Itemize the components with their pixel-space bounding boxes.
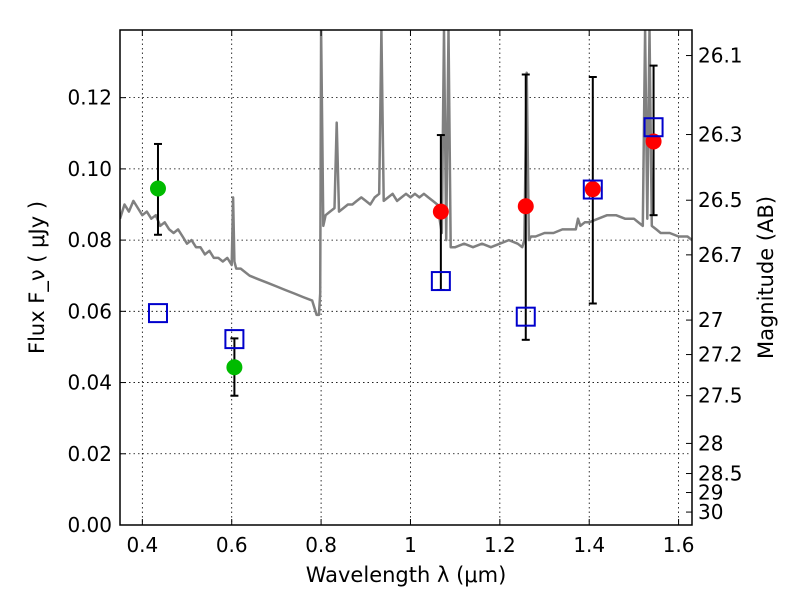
data-point-square — [515, 306, 536, 327]
y2-tick-label: 26.7 — [698, 243, 743, 267]
plot-frame — [119, 29, 693, 526]
x-tick-label: 1.2 — [484, 533, 516, 557]
x-tick-label: 0.6 — [216, 533, 248, 557]
y-tick-label: 0.00 — [67, 513, 112, 537]
y-tick-label: 0.10 — [67, 157, 112, 181]
data-points — [147, 64, 664, 397]
model-spectrum — [120, 30, 692, 317]
grid-lines — [120, 30, 692, 526]
axis-ticks: 0.4 0.6 0.8 1 1.2 1.4 1.6 0.00 0.02 0.04 0.06 0.08 0… — [67, 30, 743, 557]
y-tick-label: 0.12 — [67, 86, 112, 110]
x-tick-label: 0.4 — [126, 533, 158, 557]
y-tick-label: 0.08 — [67, 228, 112, 252]
data-point-square — [582, 179, 603, 200]
y2-tick-label: 30 — [698, 500, 723, 524]
y2-tick-label: 28 — [698, 431, 723, 455]
y-tick-label: 0.04 — [67, 371, 112, 395]
y2-tick-label: 27.5 — [698, 384, 743, 408]
spectrum-line — [120, 30, 692, 317]
axes-box — [119, 29, 693, 526]
y2-tick-label: 26.1 — [698, 44, 743, 68]
data-point-circle — [584, 181, 601, 198]
x-tick-label: 0.8 — [305, 533, 337, 557]
y-tick-label: 0.02 — [67, 442, 112, 466]
data-point-circle — [149, 180, 166, 197]
x-tick-label: 1 — [404, 533, 417, 557]
data-point-square — [224, 329, 245, 350]
data-point-square — [430, 271, 451, 292]
x-tick-label: 1.6 — [663, 533, 695, 557]
y2-tick-label: 26.5 — [698, 188, 743, 212]
y2-tick-label: 28.5 — [698, 462, 743, 486]
data-point-square — [147, 303, 168, 324]
y2-tick-label: 29 — [698, 481, 723, 505]
y2-tick-label: 27.2 — [698, 343, 743, 367]
y2-tick-label: 27 — [698, 308, 723, 332]
y-axis-title: Flux F_ν ( μJy ) — [25, 201, 50, 354]
y2-axis-title: Magnitude (AB) — [754, 196, 778, 359]
y2-tick-label: 26.3 — [698, 123, 743, 147]
data-point-circle — [517, 198, 534, 215]
data-point-circle — [645, 133, 662, 150]
data-point-circle — [226, 359, 243, 376]
y-tick-label: 0.06 — [67, 299, 112, 323]
data-point-circle — [432, 203, 449, 220]
data-point-square — [643, 117, 664, 138]
x-axis-title: Wavelength λ (μm) — [306, 563, 507, 587]
x-tick-label: 1.4 — [573, 533, 605, 557]
